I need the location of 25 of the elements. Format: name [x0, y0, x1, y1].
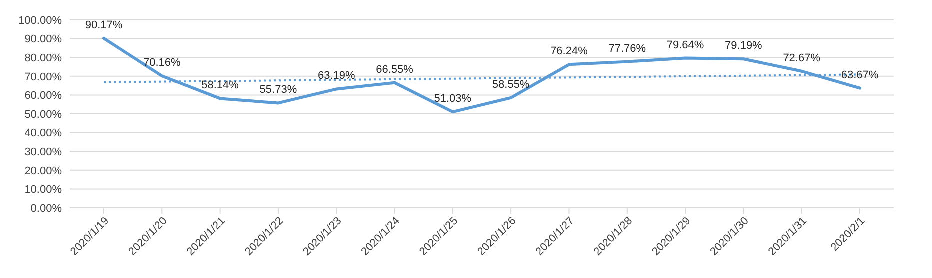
y-tick-label: 90.00% [24, 34, 62, 46]
y-tick-label: 40.00% [24, 128, 62, 140]
data-label: 63.67% [841, 69, 879, 82]
data-label: 79.64% [666, 39, 704, 52]
data-label: 90.17% [85, 19, 123, 32]
y-tick-label: 100.00% [18, 14, 62, 27]
y-tick-label: 70.00% [24, 71, 62, 84]
y-tick-label: 60.00% [24, 90, 62, 102]
data-label: 79.19% [725, 40, 763, 52]
data-label: 58.55% [492, 78, 530, 91]
data-label: 51.03% [434, 93, 472, 106]
data-label: 76.24% [550, 46, 588, 58]
data-label: 70.16% [144, 57, 182, 70]
y-tick-label: 0.00% [30, 202, 62, 215]
y-tick-label: 10.00% [24, 184, 62, 196]
data-label: 66.55% [376, 64, 414, 76]
data-label: 58.14% [202, 80, 240, 92]
y-tick-label: 50.00% [24, 108, 62, 121]
data-label: 72.67% [783, 52, 821, 64]
data-label: 77.76% [608, 42, 646, 55]
data-label: 55.73% [260, 84, 298, 96]
y-tick-label: 80.00% [24, 52, 62, 65]
y-tick-label: 30.00% [24, 146, 62, 159]
data-label: 63.19% [318, 70, 356, 82]
y-tick-label: 20.00% [24, 165, 62, 178]
